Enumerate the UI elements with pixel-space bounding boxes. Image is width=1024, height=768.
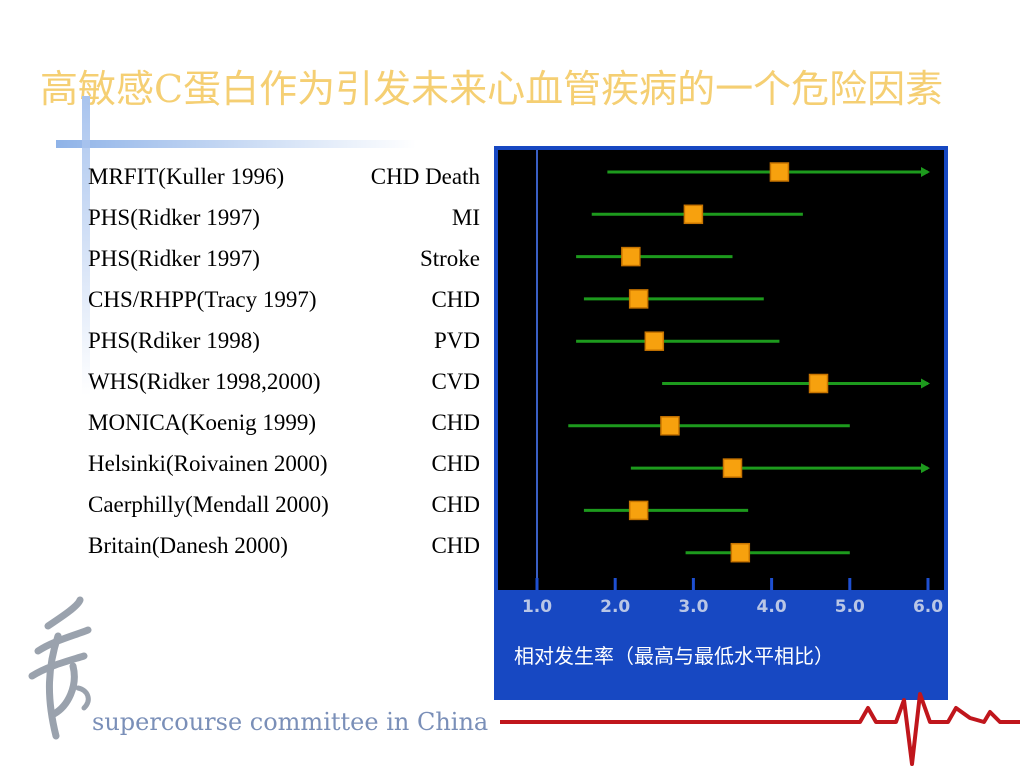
study-name: Caerphilly(Mendall 2000) (88, 492, 329, 517)
study-name: CHS/RHPP(Tracy 1997) (88, 287, 317, 312)
study-label-list: MRFIT(Kuller 1996) CHD Death PHS(Ridker 1… (88, 156, 488, 566)
study-outcome: CHD Death (370, 164, 480, 189)
point-estimate-marker (628, 289, 649, 309)
study-row: Helsinki(Roivainen 2000) CHD (88, 443, 488, 484)
point-estimate-marker (808, 373, 829, 394)
point-estimate-marker (644, 331, 665, 351)
study-outcome: MI (451, 205, 480, 230)
study-name: Helsinki(Roivainen 2000) (88, 451, 328, 476)
point-estimate-marker (683, 204, 704, 225)
study-outcome: CHD (431, 533, 480, 558)
point-estimate-marker (722, 458, 743, 478)
point-estimate-marker (621, 246, 641, 267)
study-name: PHS(Ridker 1997) (88, 205, 260, 230)
point-estimate-marker (628, 500, 649, 521)
slide-title: 高敏感C蛋白作为引发未来心血管疾病的一个危险因素 (40, 67, 944, 111)
ci-arrow-icon (921, 378, 930, 389)
ecg-line-icon (500, 692, 1020, 766)
decorative-vertical-bar (82, 96, 90, 396)
ci-arrow-icon (921, 463, 930, 474)
study-row: PHS(Ridker 1997) MI (88, 197, 488, 238)
supercourse-logo-icon (28, 596, 92, 740)
x-tick-label: 3.0 (678, 597, 708, 617)
x-tick-label: 5.0 (835, 597, 865, 617)
x-tick-label: 6.0 (913, 597, 943, 617)
forest-plot: 1.0 2.0 3.0 4.0 5.0 6.0 (498, 150, 944, 617)
study-name: Britain(Danesh 2000) (88, 533, 288, 558)
decorative-horizontal-bar (56, 140, 416, 148)
study-row: MRFIT(Kuller 1996) CHD Death (88, 156, 488, 197)
ci-arrow-icon (921, 167, 930, 177)
point-estimate-marker (730, 542, 751, 563)
study-outcome: Stroke (419, 246, 480, 271)
study-row: Caerphilly(Mendall 2000) CHD (88, 484, 488, 525)
footer-text: supercourse committee in China (92, 708, 489, 736)
x-tick-label: 2.0 (600, 597, 630, 617)
x-tick-label: 1.0 (522, 597, 552, 617)
study-outcome: CVD (431, 369, 480, 394)
study-row: PHS(Rdiker 1998) PVD (88, 320, 488, 361)
study-row: PHS(Ridker 1997) Stroke (88, 238, 488, 279)
study-outcome: CHD (431, 451, 480, 476)
study-name: MONICA(Koenig 1999) (88, 410, 317, 435)
study-name: MRFIT(Kuller 1996) (88, 164, 285, 189)
study-row: CHS/RHPP(Tracy 1997) CHD (88, 279, 488, 320)
study-row: WHS(Ridker 1998,2000) CVD (88, 361, 488, 402)
study-outcome: CHD (431, 287, 480, 312)
study-name: PHS(Rdiker 1998) (88, 328, 260, 353)
plot-background (498, 150, 944, 590)
study-row: Britain(Danesh 2000) CHD (88, 525, 488, 566)
study-name: WHS(Ridker 1998,2000) (88, 369, 321, 394)
study-outcome: CHD (431, 492, 480, 517)
x-tick-label: 4.0 (757, 597, 787, 617)
x-axis-label: 相对发生率（最高与最低水平相比） (514, 644, 834, 668)
study-row: MONICA(Koenig 1999) CHD (88, 402, 488, 443)
study-name: PHS(Ridker 1997) (88, 246, 260, 271)
point-estimate-marker (660, 416, 680, 436)
study-outcome: PVD (433, 328, 480, 353)
point-estimate-marker (769, 162, 790, 182)
forest-plot-panel: 1.0 2.0 3.0 4.0 5.0 6.0 相对发生率（最高与最低水平相比） (494, 146, 948, 700)
study-outcome: CHD (431, 410, 480, 435)
